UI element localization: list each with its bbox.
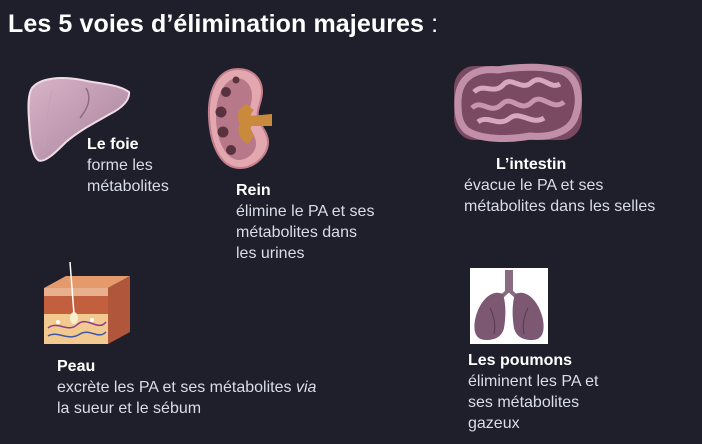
kidney-desc-line-2: métabolites dans bbox=[236, 224, 357, 241]
kidney-label: Rein élimine le PA et ses métabolites da… bbox=[236, 180, 374, 264]
page-title-text: Les 5 voies d’élimination majeures bbox=[8, 10, 425, 38]
intestine-label: L’intestin évacue le PA et ses métabolit… bbox=[464, 154, 655, 217]
liver-name: Le foie bbox=[87, 136, 139, 153]
skin-desc-line-1-via: via bbox=[295, 379, 317, 396]
kidney-desc-line-3: les urines bbox=[236, 245, 305, 262]
skin-icon bbox=[44, 258, 130, 348]
skin-desc-line-1-text: excrète les PA et ses métabolites bbox=[57, 379, 296, 396]
skin-label: Peau excrète les PA et ses métabolites v… bbox=[57, 356, 316, 419]
liver-desc-line-1: forme les bbox=[87, 157, 153, 174]
kidney-icon bbox=[206, 66, 274, 172]
liver-desc-line-2: métabolites bbox=[87, 178, 169, 195]
intestine-name: L’intestin bbox=[496, 156, 567, 173]
intestine-icon bbox=[450, 62, 586, 144]
liver-label: Le foie forme les métabolites bbox=[87, 134, 169, 197]
intestine-desc-line-1: évacue le PA et ses bbox=[464, 177, 604, 194]
page-title: Les 5 voies d’élimination majeures : bbox=[8, 10, 438, 39]
kidney-name: Rein bbox=[236, 182, 271, 199]
lungs-label: Les poumons éliminent les PA et ses méta… bbox=[468, 350, 598, 434]
kidney-desc-line-1: élimine le PA et ses bbox=[236, 203, 375, 220]
page-title-colon: : bbox=[431, 10, 439, 38]
intestine-desc-line-2: métabolites dans les selles bbox=[464, 198, 656, 215]
liver-icon bbox=[26, 74, 132, 166]
skin-desc-line-1: excrète les PA et ses métabolites via bbox=[57, 377, 316, 398]
lungs-icon bbox=[470, 268, 548, 344]
lungs-desc-line-1: éliminent les PA et bbox=[468, 373, 599, 390]
lungs-name: Les poumons bbox=[468, 352, 573, 369]
lungs-desc-line-3: gazeux bbox=[468, 415, 520, 432]
lungs-desc-line-2: ses métabolites bbox=[468, 394, 580, 411]
skin-desc-line-2: la sueur et le sébum bbox=[57, 400, 202, 417]
skin-name: Peau bbox=[57, 358, 96, 375]
